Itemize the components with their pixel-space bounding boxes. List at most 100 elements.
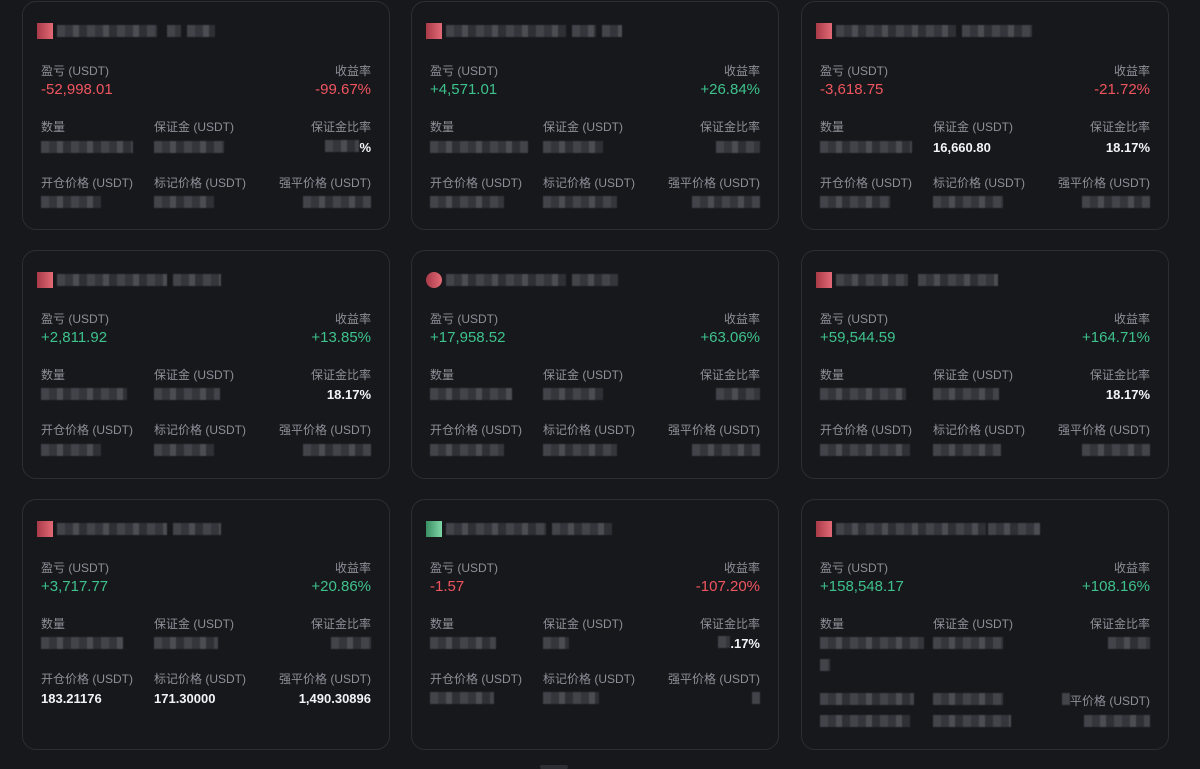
margin-label: 保证金 (USDT) — [154, 368, 234, 382]
entry-label: 开仓价格 (USDT) — [820, 176, 912, 190]
roe-label: 收益率 — [334, 64, 371, 78]
coin-icon — [426, 521, 442, 537]
qty-label: 数量 — [41, 368, 66, 382]
mark-label: 标记价格 (USDT) — [933, 176, 1025, 190]
symbol-title — [37, 520, 221, 538]
coin-icon — [816, 272, 832, 288]
qty-label: 数量 — [820, 368, 845, 382]
position-card[interactable]: 盈亏 (USDT) 收益率 +3,717.77 +20.86% 数量 保证金 (… — [22, 499, 390, 750]
roe-value: -99.67% — [315, 81, 371, 98]
mark-label: 标记价格 (USDT) — [154, 176, 246, 190]
entry-label: 开仓价格 (USDT) — [41, 672, 133, 686]
margin-label: 保证金 (USDT) — [543, 368, 623, 382]
pnl-value: -3,618.75 — [820, 81, 884, 98]
margin-ratio-label: 保证金比率 — [1089, 617, 1150, 631]
qty-label: 数量 — [430, 120, 455, 134]
pnl-value: +158,548.17 — [820, 578, 904, 595]
roe-label: 收益率 — [723, 64, 760, 78]
symbol-title — [426, 520, 612, 538]
margin-ratio-value: 18.17% — [326, 387, 371, 402]
position-card[interactable]: 盈亏 (USDT) 收益率 -52,998.01 -99.67% 数量 保证金 … — [22, 1, 390, 230]
margin-ratio-label: 保证金比率 — [699, 120, 760, 134]
entry-label: 开仓价格 (USDT) — [430, 176, 522, 190]
position-card[interactable]: 盈亏 (USDT) 收益率 -3,618.75 -21.72% 数量 保证金 (… — [801, 1, 1169, 230]
liq-price-value: 1,490.30896 — [298, 691, 371, 706]
roe-label: 收益率 — [1113, 561, 1150, 575]
liq-label: 强平价格 (USDT) — [668, 672, 760, 686]
roe-value: +164.71% — [1082, 329, 1150, 346]
position-card[interactable]: 盈亏 (USDT) 收益率 +4,571.01 +26.84% 数量 保证金 (… — [411, 1, 779, 230]
symbol-title — [37, 271, 221, 289]
margin-ratio-label: 保证金比率 — [699, 368, 760, 382]
qty-label: 数量 — [430, 368, 455, 382]
pnl-label: 盈亏 (USDT) — [820, 312, 888, 326]
pnl-label: 盈亏 (USDT) — [430, 561, 498, 575]
entry-label: 开仓价格 (USDT) — [430, 672, 522, 686]
margin-ratio-value: % — [359, 140, 371, 155]
margin-ratio-value: .17% — [730, 636, 760, 651]
roe-value: +108.16% — [1082, 578, 1150, 595]
qty-label: 数量 — [430, 617, 455, 631]
liq-label-partial: 平价格 (USDT) — [1070, 694, 1150, 708]
mark-label: 标记价格 (USDT) — [543, 672, 635, 686]
roe-label: 收益率 — [334, 561, 371, 575]
position-card[interactable]: 盈亏 (USDT) 收益率 +158,548.17 +108.16% 数量 保证… — [801, 499, 1169, 750]
roe-label: 收益率 — [723, 312, 760, 326]
liq-label: 强平价格 (USDT) — [279, 176, 371, 190]
symbol-title — [816, 520, 1040, 538]
position-card[interactable]: 盈亏 (USDT) 收益率 +59,544.59 +164.71% 数量 保证金… — [801, 250, 1169, 479]
margin-ratio-label: 保证金比率 — [1089, 120, 1150, 134]
coin-icon — [426, 272, 442, 288]
coin-icon — [37, 23, 53, 39]
coin-icon — [816, 521, 832, 537]
roe-value: -21.72% — [1094, 81, 1150, 98]
mark-label: 标记价格 (USDT) — [933, 423, 1025, 437]
entry-label: 开仓价格 (USDT) — [430, 423, 522, 437]
coin-icon — [37, 272, 53, 288]
pnl-label: 盈亏 (USDT) — [820, 64, 888, 78]
liq-label: 强平价格 (USDT) — [1058, 423, 1150, 437]
position-card[interactable]: 盈亏 (USDT) 收益率 +2,811.92 +13.85% 数量 保证金 (… — [22, 250, 390, 479]
qty-label: 数量 — [820, 120, 845, 134]
coin-icon — [426, 23, 442, 39]
pnl-value: -52,998.01 — [41, 81, 113, 98]
symbol-title — [426, 22, 622, 40]
coin-icon — [37, 521, 53, 537]
roe-label: 收益率 — [1113, 312, 1150, 326]
pnl-value: +3,717.77 — [41, 578, 109, 595]
margin-ratio-label: 保证金比率 — [699, 617, 760, 631]
margin-label: 保证金 (USDT) — [933, 617, 1013, 631]
pnl-label: 盈亏 (USDT) — [820, 561, 888, 575]
liq-label: 强平价格 (USDT) — [279, 672, 371, 686]
roe-value: +20.86% — [311, 578, 371, 595]
margin-ratio-label: 保证金比率 — [310, 368, 371, 382]
roe-value: +63.06% — [700, 329, 760, 346]
margin-label: 保证金 (USDT) — [933, 368, 1013, 382]
entry-price-value: 183.21176 — [41, 691, 102, 706]
margin-label: 保证金 (USDT) — [154, 617, 234, 631]
position-card[interactable]: 盈亏 (USDT) 收益率 +17,958.52 +63.06% 数量 保证金 … — [411, 250, 779, 479]
roe-label: 收益率 — [334, 312, 371, 326]
liq-label: 强平价格 (USDT) — [668, 176, 760, 190]
roe-value: +13.85% — [311, 329, 371, 346]
coin-icon — [816, 23, 832, 39]
roe-label: 收益率 — [1113, 64, 1150, 78]
pnl-value: +2,811.92 — [41, 329, 108, 346]
scroll-handle[interactable] — [540, 765, 568, 769]
liq-label: 强平价格 (USDT) — [668, 423, 760, 437]
margin-ratio-value: 18.17% — [1105, 387, 1150, 402]
pnl-label: 盈亏 (USDT) — [430, 64, 498, 78]
mark-price-value: 171.30000 — [154, 691, 216, 706]
symbol-title — [37, 22, 215, 40]
pnl-label: 盈亏 (USDT) — [41, 312, 109, 326]
entry-label: 开仓价格 (USDT) — [41, 423, 133, 437]
mark-label: 标记价格 (USDT) — [543, 176, 635, 190]
margin-label: 保证金 (USDT) — [543, 120, 623, 134]
symbol-title — [426, 271, 618, 289]
margin-ratio-label: 保证金比率 — [310, 617, 371, 631]
position-card[interactable]: 盈亏 (USDT) 收益率 -1.57 -107.20% 数量 保证金 (USD… — [411, 499, 779, 750]
pnl-value: +17,958.52 — [430, 329, 506, 346]
entry-label: 开仓价格 (USDT) — [41, 176, 133, 190]
symbol-title — [816, 271, 998, 289]
